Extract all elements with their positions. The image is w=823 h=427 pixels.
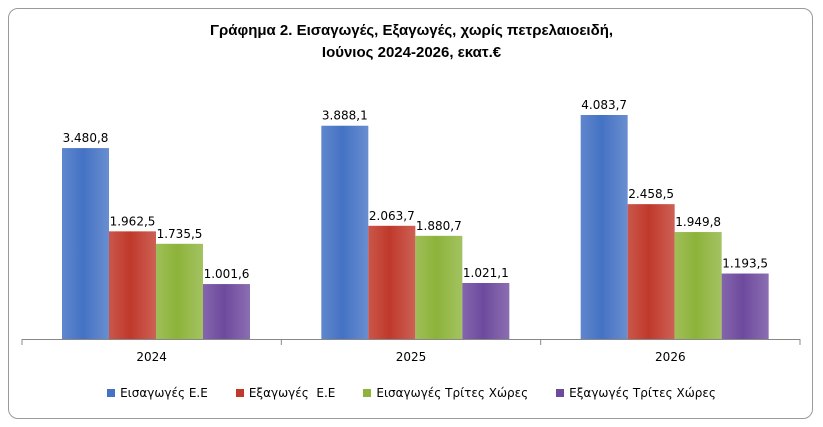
- data-label-2024-series-0: 3.480,8: [63, 131, 109, 145]
- data-label-2024-series-2: 1.735,5: [157, 227, 203, 241]
- legend-label: Εξαγωγές Τρίτες Χώρες: [569, 386, 716, 400]
- chart-frame: [8, 8, 813, 419]
- bar-2025-series-3: [462, 282, 510, 339]
- bar-2025-series-1: [368, 225, 416, 339]
- data-label-2024-series-1: 1.962,5: [110, 214, 156, 228]
- legend-item-series-2: Εισαγωγές Τρίτες Χώρες: [363, 386, 528, 400]
- bar-2026-series-2: [674, 232, 722, 339]
- legend-swatch: [235, 389, 244, 397]
- data-label-2025-series-0: 3.888,1: [322, 109, 368, 123]
- legend-label: Εισαγωγές Ε.Ε: [120, 386, 208, 400]
- data-label-2026-series-2: 1.949,8: [675, 215, 721, 229]
- legend-item-series-3: Εξαγωγές Τρίτες Χώρες: [556, 386, 716, 400]
- data-label-2025-series-2: 1.880,7: [416, 219, 462, 233]
- bar-2024-series-2: [156, 243, 203, 339]
- chart-legend: Εισαγωγές Ε.Ε Εξαγωγές Ε.Ε Εισαγωγές Τρίτε…: [0, 386, 823, 400]
- bar-2026-series-3: [721, 273, 769, 339]
- x-tick-label-2024: 2024: [136, 350, 167, 364]
- bar-chart: 3.480,8 1.962,51.735,5 1.001,6 2024 3.888,1 2…: [21, 98, 801, 364]
- legend-item-series-1: Εξαγωγές Ε.Ε: [235, 386, 336, 400]
- bar-2024-series-3: [203, 284, 250, 339]
- legend-label: Εισαγωγές Τρίτες Χώρες: [376, 386, 529, 400]
- legend-swatch: [556, 389, 565, 397]
- bar-2025-series-0: [321, 125, 369, 339]
- bar-2024-series-0: [62, 148, 109, 339]
- bar-2025-series-2: [415, 235, 463, 339]
- data-label-2024-series-3: 1.001,6: [204, 267, 250, 281]
- chart-title-line-2: Ιούνιος 2024-2026, εκατ.€: [321, 44, 502, 61]
- chart-title-line-1: Γράφημα 2. Εισαγωγές, Εξαγωγές, χωρίς πε…: [209, 22, 614, 39]
- legend-swatch: [363, 389, 372, 397]
- chart-title: Γράφημα 2. Εισαγωγές, Εξαγωγές, χωρίς πε…: [0, 20, 823, 64]
- data-label-2026-series-1: 2.458,5: [628, 187, 674, 201]
- legend-label: Εξαγωγές Ε.Ε: [248, 386, 336, 400]
- bar-2026-series-1: [627, 204, 675, 339]
- data-label-2025-series-3: 1.021,1: [463, 266, 509, 280]
- data-label-2026-series-0: 4.083,7: [581, 98, 627, 112]
- bar-2026-series-0: [580, 115, 628, 339]
- legend-swatch: [107, 389, 116, 397]
- x-tick-label-2026: 2026: [655, 350, 686, 364]
- data-label-2026-series-3: 1.193,5: [722, 257, 768, 271]
- x-tick-label-2025: 2025: [396, 350, 427, 364]
- legend-item-series-0: Εισαγωγές Ε.Ε: [107, 386, 208, 400]
- data-label-2025-series-1: 2.063,7: [369, 209, 415, 223]
- bar-2024-series-1: [109, 231, 156, 339]
